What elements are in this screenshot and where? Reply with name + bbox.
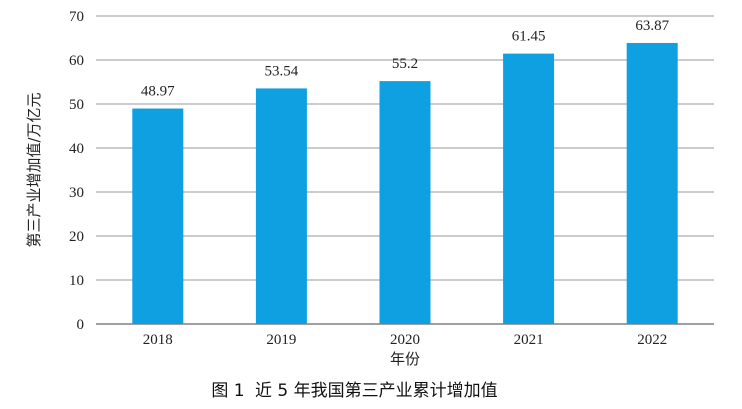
x-tick-label: 2022: [637, 332, 667, 348]
y-tick-label: 0: [77, 317, 85, 333]
figure-number: 图 1: [211, 381, 244, 401]
data-label: 63.87: [635, 18, 669, 34]
y-tick-label: 50: [69, 97, 84, 113]
y-tick-label: 30: [69, 185, 84, 201]
data-labels: 48.97 53.54 55.2 61.45 63.87: [141, 18, 670, 100]
x-tick-label: 2018: [143, 332, 173, 348]
figure-caption: 近 5 年我国第三产业累计增加值: [255, 381, 498, 401]
y-tick-labels: 0 10 20 30 40 50 60 70: [69, 9, 84, 333]
data-label: 61.45: [512, 29, 546, 45]
y-axis-title: 第三产业增加值/万亿元: [25, 92, 43, 247]
x-axis-title: 年份: [390, 350, 420, 368]
y-tick-label: 60: [69, 53, 84, 69]
data-label: 53.54: [265, 63, 299, 79]
x-tick-labels: 2018 2019 2020 2021 2022: [143, 332, 667, 348]
bar: [626, 42, 678, 325]
bar: [132, 108, 184, 324]
y-tick-label: 20: [69, 229, 84, 245]
y-tick-label: 40: [69, 141, 84, 157]
data-label: 48.97: [141, 84, 175, 100]
y-tick-label: 10: [69, 273, 84, 289]
bars: [132, 42, 678, 325]
x-tick-label: 2019: [266, 332, 296, 348]
bar: [503, 53, 555, 325]
data-label: 55.2: [392, 56, 418, 72]
bar: [379, 81, 431, 325]
bar: [255, 88, 307, 324]
x-tick-label: 2021: [514, 332, 544, 348]
x-tick-label: 2020: [390, 332, 420, 348]
y-tick-label: 70: [69, 9, 84, 25]
